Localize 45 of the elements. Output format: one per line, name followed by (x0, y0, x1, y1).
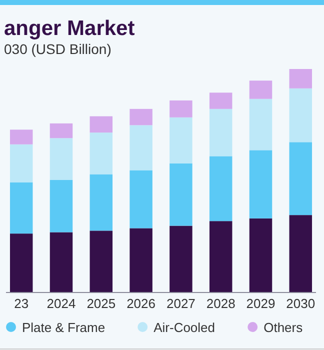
bar (10, 182, 33, 234)
legend-label: Plate & Frame (22, 320, 106, 335)
legend-label: Air-Cooled (154, 320, 216, 335)
x-tick-label: 2025 (86, 296, 116, 311)
x-tick-label: 2028 (206, 296, 236, 311)
bar (90, 116, 113, 133)
bar (50, 232, 73, 292)
bar (249, 218, 272, 292)
bar (170, 163, 192, 226)
bar (130, 228, 152, 292)
bar (209, 108, 232, 156)
bar (90, 174, 113, 231)
x-tick-label: 2026 (126, 296, 156, 311)
bar (170, 100, 192, 118)
bar (289, 88, 312, 142)
bar (130, 108, 152, 126)
bar (170, 226, 192, 292)
bar (170, 117, 192, 164)
bar (90, 230, 113, 292)
legend-label: Others (264, 320, 304, 335)
x-tick-label: 2030 (286, 296, 316, 311)
chart-title: anger Market (4, 17, 135, 40)
bar (249, 80, 272, 99)
bar (50, 180, 73, 232)
bar (90, 132, 113, 174)
bar (289, 142, 312, 216)
x-tick-label: 2024 (46, 296, 76, 311)
bar (10, 144, 33, 182)
x-tick-label: 23 (14, 296, 29, 311)
chart-subtitle: 030 (USD Billion) (4, 41, 112, 57)
bar (209, 92, 232, 109)
bar (249, 150, 272, 218)
bar (209, 156, 232, 222)
bar (50, 123, 73, 138)
bar (249, 98, 272, 150)
bar (130, 125, 152, 170)
bar (289, 215, 312, 292)
bar (10, 234, 33, 292)
bar (50, 138, 73, 180)
bar (289, 69, 312, 88)
x-tick-label: 2027 (166, 296, 196, 311)
bar (209, 221, 232, 292)
x-tick-label: 2029 (246, 296, 276, 311)
bar (130, 170, 152, 228)
bar (10, 130, 33, 144)
